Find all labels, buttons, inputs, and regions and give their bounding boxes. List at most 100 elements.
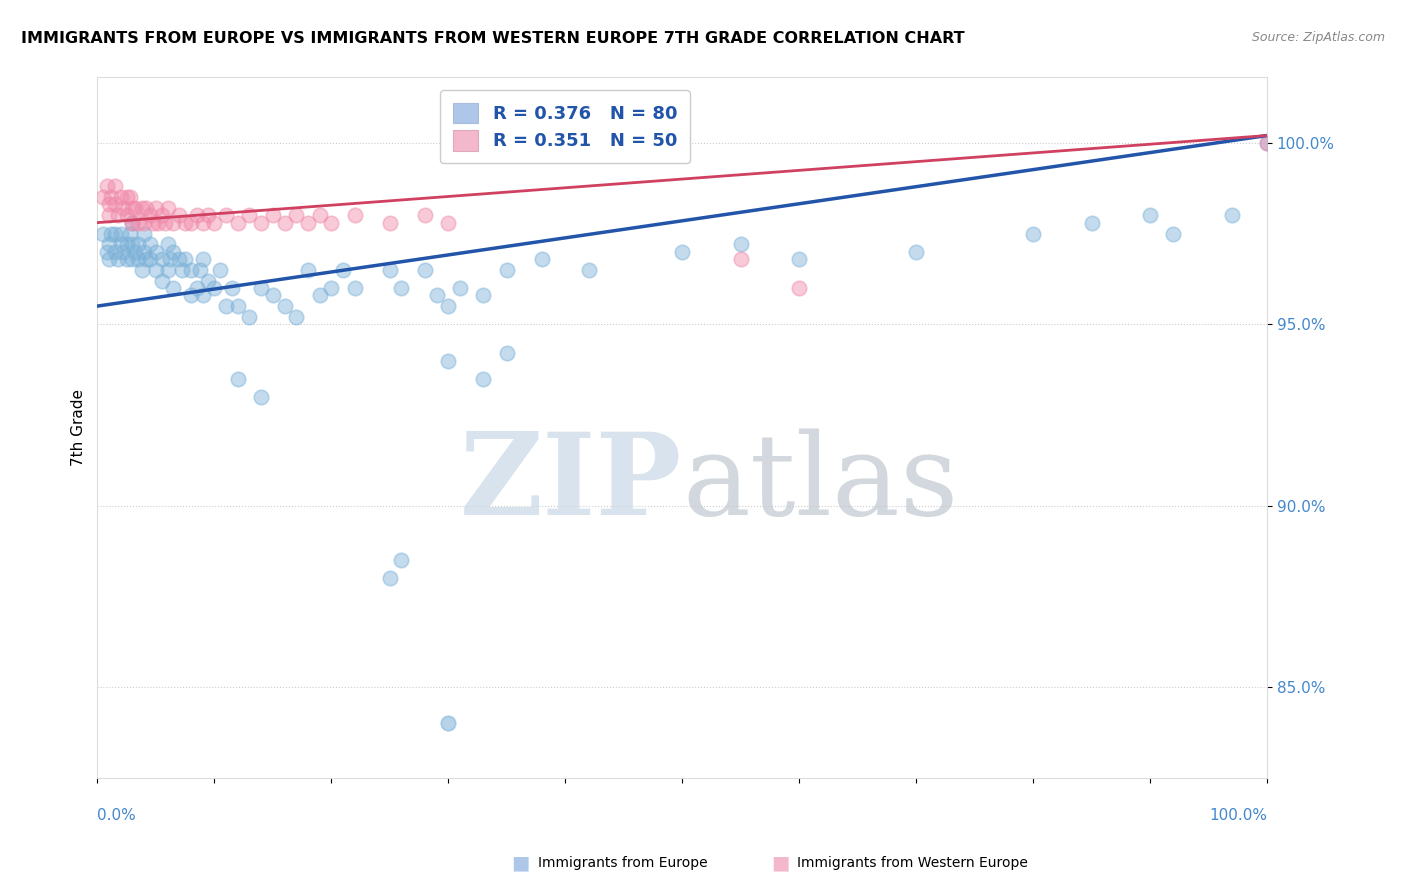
Point	[120, 190, 142, 204]
Point	[100, 190, 122, 204]
Point	[262, 208, 284, 222]
Point	[96, 244, 118, 259]
Point	[378, 262, 401, 277]
Point	[437, 716, 460, 731]
Point	[139, 252, 162, 266]
Point	[297, 216, 319, 230]
Point	[121, 201, 143, 215]
Point	[202, 216, 225, 230]
Point	[188, 262, 211, 277]
Point	[156, 237, 179, 252]
Point	[308, 288, 330, 302]
Point	[472, 288, 495, 302]
Point	[107, 252, 129, 266]
Point	[170, 262, 193, 277]
Text: 0.0%: 0.0%	[97, 808, 136, 823]
Point	[120, 227, 142, 241]
Point	[250, 390, 273, 404]
Point	[425, 288, 447, 302]
Point	[134, 227, 156, 241]
Point	[391, 281, 413, 295]
Point	[378, 216, 401, 230]
Point	[115, 208, 138, 222]
Point	[156, 201, 179, 215]
Point	[391, 553, 413, 567]
Point	[159, 252, 181, 266]
Point	[127, 252, 149, 266]
Point	[139, 237, 162, 252]
Point	[449, 281, 471, 295]
Point	[107, 208, 129, 222]
Point	[226, 299, 249, 313]
Point	[110, 227, 132, 241]
Point	[104, 244, 127, 259]
Point	[162, 244, 184, 259]
Text: Immigrants from Western Europe: Immigrants from Western Europe	[797, 855, 1028, 870]
Text: ■: ■	[770, 853, 790, 872]
Point	[191, 288, 214, 302]
Point	[131, 262, 153, 277]
Point	[343, 208, 366, 222]
Point	[91, 190, 114, 204]
Point	[121, 216, 143, 230]
Point	[121, 252, 143, 266]
Point	[1256, 136, 1278, 150]
Point	[191, 216, 214, 230]
Point	[186, 281, 208, 295]
Text: Source: ZipAtlas.com: Source: ZipAtlas.com	[1251, 31, 1385, 45]
Point	[112, 244, 135, 259]
Point	[121, 237, 143, 252]
Point	[413, 262, 436, 277]
Text: atlas: atlas	[682, 428, 959, 539]
Point	[124, 244, 146, 259]
Point	[180, 216, 202, 230]
Point	[110, 190, 132, 204]
Point	[308, 208, 330, 222]
Point	[297, 262, 319, 277]
Legend: R = 0.376   N = 80, R = 0.351   N = 50: R = 0.376 N = 80, R = 0.351 N = 50	[440, 90, 690, 163]
Point	[104, 179, 127, 194]
Point	[142, 216, 165, 230]
Point	[180, 262, 202, 277]
Point	[343, 281, 366, 295]
Point	[472, 372, 495, 386]
Point	[98, 197, 121, 211]
Point	[124, 201, 146, 215]
Point	[321, 281, 343, 295]
Point	[226, 372, 249, 386]
Point	[1163, 227, 1185, 241]
Point	[1220, 208, 1243, 222]
Point	[110, 237, 132, 252]
Point	[262, 288, 284, 302]
Point	[226, 216, 249, 230]
Point	[495, 262, 517, 277]
Point	[98, 208, 121, 222]
Point	[112, 201, 135, 215]
Point	[1080, 216, 1102, 230]
Point	[250, 281, 273, 295]
Point	[787, 281, 810, 295]
Point	[787, 252, 810, 266]
Point	[150, 208, 173, 222]
Point	[495, 346, 517, 360]
Point	[134, 244, 156, 259]
Point	[238, 310, 260, 324]
Point	[100, 227, 122, 241]
Point	[197, 274, 219, 288]
Point	[209, 262, 232, 277]
Point	[98, 237, 121, 252]
Point	[145, 201, 167, 215]
Point	[1022, 227, 1045, 241]
Point	[162, 216, 184, 230]
Point	[162, 281, 184, 295]
Point	[135, 201, 157, 215]
Point	[273, 216, 295, 230]
Point	[104, 197, 127, 211]
Point	[730, 252, 752, 266]
Point	[139, 208, 162, 222]
Point	[127, 237, 149, 252]
Point	[730, 237, 752, 252]
Point	[578, 262, 600, 277]
Point	[167, 252, 190, 266]
Point	[250, 216, 273, 230]
